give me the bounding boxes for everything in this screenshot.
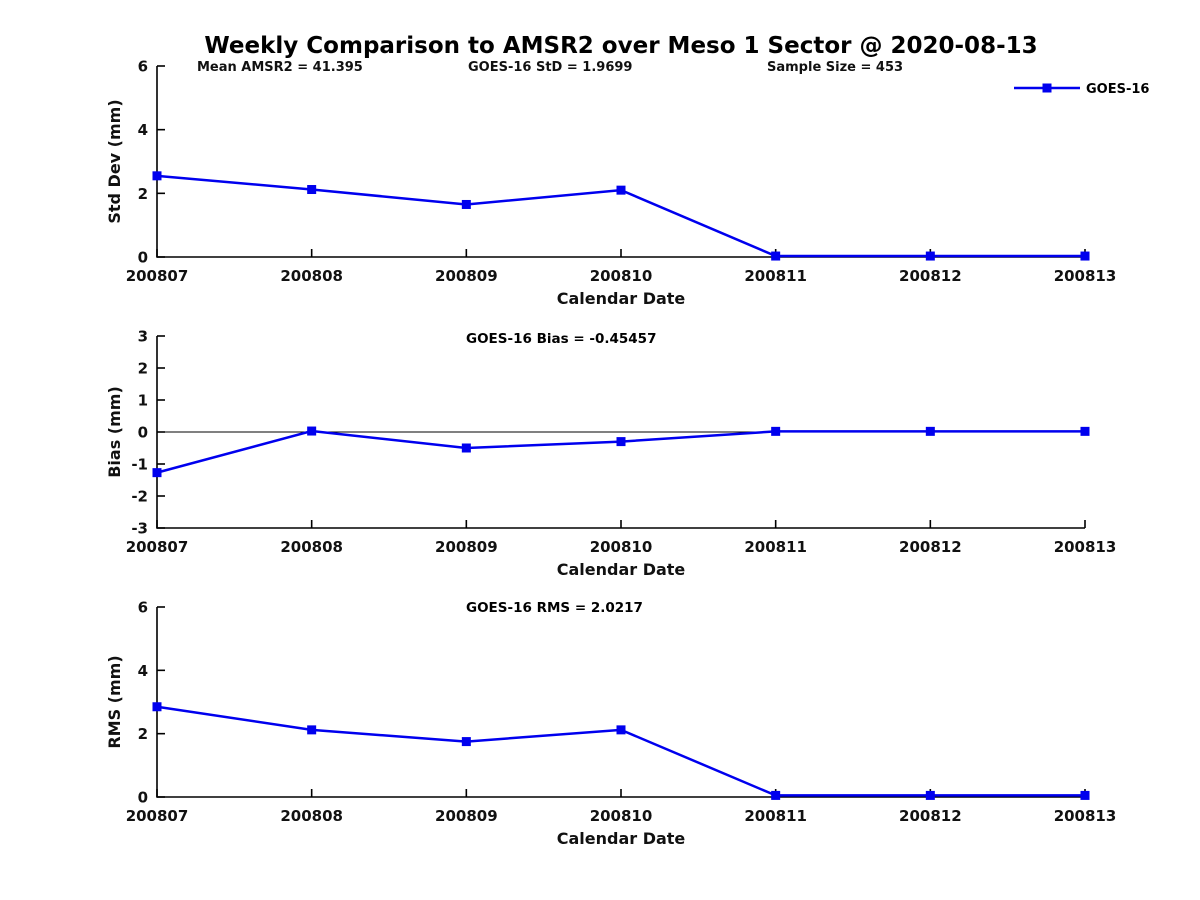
data-point-marker	[307, 185, 317, 195]
x-tick-label: 200811	[744, 538, 807, 556]
y-tick-label: -1	[131, 456, 148, 474]
data-point-marker	[771, 426, 781, 436]
data-point-marker	[925, 251, 935, 261]
x-tick-label: 200811	[744, 267, 807, 285]
data-point-marker	[771, 790, 781, 800]
data-point-marker	[1080, 426, 1090, 436]
x-tick-label: 200812	[899, 267, 962, 285]
x-tick-label: 200810	[590, 267, 653, 285]
y-axis-label: RMS (mm)	[105, 655, 124, 748]
x-tick-label: 200807	[126, 267, 189, 285]
y-tick-label: 4	[138, 662, 148, 680]
y-tick-label: 0	[138, 789, 148, 807]
panel-annotation: GOES-16 Bias = -0.45457	[466, 331, 656, 347]
stat-mean-amsr2: Mean AMSR2 = 41.395	[197, 60, 363, 75]
stat-sample-size: Sample Size = 453	[767, 60, 904, 75]
x-tick-label: 200807	[126, 807, 189, 825]
x-axis-label: Calendar Date	[557, 289, 686, 308]
data-point-marker	[1080, 251, 1090, 261]
data-point-marker	[461, 199, 471, 209]
y-tick-label: 0	[138, 424, 148, 442]
data-point-marker	[925, 426, 935, 436]
x-tick-label: 200811	[744, 807, 807, 825]
y-tick-label: 6	[138, 599, 148, 617]
series-line	[156, 705, 1085, 797]
y-tick-label: 1	[138, 392, 148, 410]
x-tick-label: 200812	[899, 807, 962, 825]
chart-title: Weekly Comparison to AMSR2 over Meso 1 S…	[204, 33, 1038, 59]
x-tick-label: 200809	[435, 538, 498, 556]
legend-marker	[1042, 83, 1052, 93]
y-axis-label: Bias (mm)	[105, 386, 124, 478]
axis-frame	[156, 66, 1085, 258]
x-tick-label: 200813	[1054, 538, 1117, 556]
x-tick-label: 200808	[280, 807, 343, 825]
x-tick-label: 200807	[126, 538, 189, 556]
data-point-marker	[152, 468, 162, 478]
axis-frame	[156, 607, 1085, 798]
y-axis-label: Std Dev (mm)	[105, 99, 124, 223]
data-point-marker	[152, 171, 162, 181]
data-point-marker	[307, 725, 317, 735]
data-point-marker	[771, 251, 781, 261]
legend-label: GOES-16	[1086, 82, 1149, 97]
data-point-marker	[925, 790, 935, 800]
x-tick-label: 200812	[899, 538, 962, 556]
x-tick-label: 200813	[1054, 807, 1117, 825]
data-point-marker	[616, 185, 626, 195]
data-point-marker	[307, 426, 317, 436]
y-tick-label: 2	[138, 360, 148, 378]
data-point-marker	[616, 725, 626, 735]
axis-frame	[156, 336, 1085, 529]
y-tick-label: 6	[138, 58, 148, 76]
x-tick-label: 200810	[590, 538, 653, 556]
y-tick-label: 0	[138, 249, 148, 267]
data-point-marker	[461, 443, 471, 453]
y-tick-label: 3	[138, 328, 148, 346]
x-tick-label: 200813	[1054, 267, 1117, 285]
data-point-marker	[616, 437, 626, 447]
x-tick-label: 200808	[280, 538, 343, 556]
x-tick-label: 200808	[280, 267, 343, 285]
x-tick-label: 200809	[435, 267, 498, 285]
y-tick-label: -3	[131, 520, 148, 538]
data-point-marker	[1080, 790, 1090, 800]
x-tick-label: 200809	[435, 807, 498, 825]
x-tick-label: 200810	[590, 807, 653, 825]
y-tick-label: 4	[138, 121, 148, 139]
x-axis-label: Calendar Date	[557, 829, 686, 848]
data-point-marker	[152, 702, 162, 712]
x-axis-label: Calendar Date	[557, 560, 686, 579]
data-point-marker	[461, 737, 471, 747]
y-tick-label: 2	[138, 725, 148, 743]
y-tick-label: -2	[131, 488, 148, 506]
panel-annotation: GOES-16 RMS = 2.0217	[466, 600, 643, 616]
y-tick-label: 2	[138, 185, 148, 203]
stat-goes16-std: GOES-16 StD = 1.9699	[468, 60, 633, 75]
